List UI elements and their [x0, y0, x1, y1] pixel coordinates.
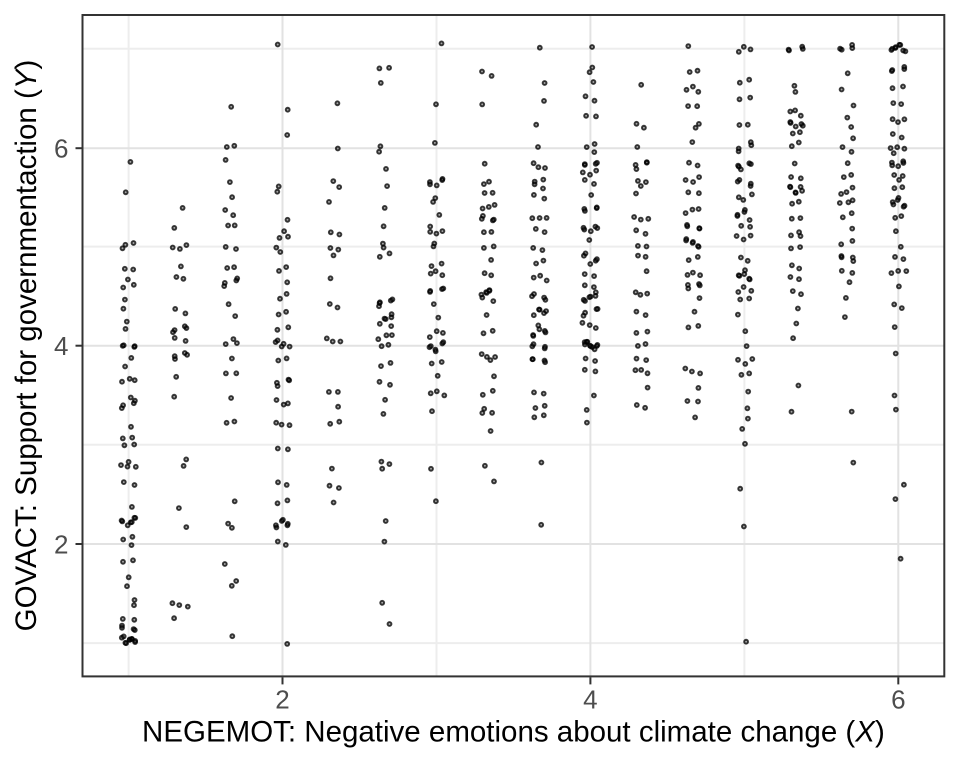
- svg-text:NEGEMOT: Negative emotions abo: NEGEMOT: Negative emotions about climate…: [142, 716, 885, 749]
- svg-text:6: 6: [54, 134, 68, 164]
- svg-text:4: 4: [54, 331, 68, 361]
- svg-text:GOVACT: Support for government: GOVACT: Support for governmentaction (Y): [10, 60, 43, 632]
- svg-text:6: 6: [891, 685, 905, 715]
- svg-text:2: 2: [275, 685, 289, 715]
- svg-text:4: 4: [583, 685, 597, 715]
- svg-text:2: 2: [54, 529, 68, 559]
